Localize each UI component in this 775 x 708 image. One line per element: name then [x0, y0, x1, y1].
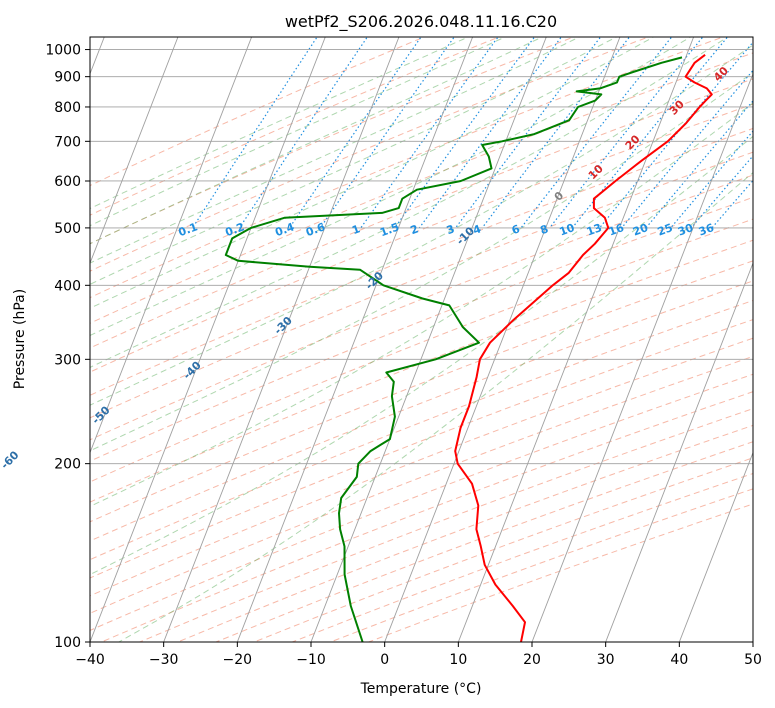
- y-tick-label: 300: [54, 352, 81, 368]
- mixing-ratio-line: [481, 37, 631, 229]
- isotherm-line: [605, 261, 753, 642]
- mixing-ratio-lines: [192, 37, 753, 229]
- moist-adiabat-line: [118, 171, 753, 642]
- mixing-ratio-label: 1: [350, 222, 362, 237]
- mixing-ratio-label: 36: [697, 221, 716, 239]
- y-axis: 100 200 300 400 500 600 700 800 900 1000: [45, 43, 90, 651]
- mixing-ratio-line: [645, 99, 753, 229]
- y-tick-label: 500: [54, 221, 81, 237]
- y-tick-label: 900: [54, 70, 81, 86]
- x-tick-label: 30: [597, 652, 615, 668]
- x-tick-label: 50: [744, 652, 762, 668]
- dry-adiabat-line: [90, 218, 753, 483]
- dry-adiabat-line: [90, 337, 753, 597]
- x-tick-label: −10: [296, 652, 326, 668]
- x-tick-label: 10: [449, 652, 467, 668]
- y-tick-label: 200: [54, 457, 81, 473]
- dry-adiabat-line: [90, 373, 753, 631]
- mixing-ratio-label: 0.1: [177, 220, 200, 239]
- y-tick-label: 400: [54, 278, 81, 294]
- isotherm-line: [310, 37, 547, 642]
- isotherm-line: [457, 37, 695, 642]
- y-tick-label: 800: [54, 100, 81, 116]
- y-tick-label: 700: [54, 134, 81, 150]
- chart-title: wetPf2_S206.2026.048.11.16.C20: [285, 12, 557, 32]
- x-axis: −40 −30 −20 −10 0 10 20 30 40 50: [75, 642, 762, 668]
- isotherm-line: [90, 37, 179, 265]
- dry-adiabat-line: [90, 151, 753, 419]
- isotherms: [90, 37, 753, 642]
- y-tick-label: 600: [54, 174, 81, 190]
- dry-adiabat-line: [90, 37, 650, 272]
- isotherm-line: [90, 37, 326, 642]
- mixing-ratio-label: 16: [607, 221, 626, 239]
- mixing-ratio-label: 3: [445, 222, 457, 237]
- dry-adiabat-line: [90, 239, 753, 503]
- moist-adiabat-line: [90, 102, 753, 508]
- x-tick-label: 20: [523, 652, 541, 668]
- temperature-profile-line: [454, 54, 713, 642]
- x-tick-label: −20: [223, 652, 253, 668]
- mixing-ratio-line: [238, 37, 369, 229]
- isotherm-line: [236, 37, 474, 642]
- mixing-ratio-label: 8: [538, 222, 550, 237]
- plot-frame: [89, 36, 754, 643]
- isobar-gridlines: [90, 49, 753, 642]
- mixing-ratio-label: 0.6: [304, 220, 327, 239]
- isotherm-line: [163, 37, 400, 642]
- mixing-ratio-line: [520, 37, 673, 229]
- mixing-ratio-line: [571, 37, 729, 229]
- y-tick-label: 1000: [45, 43, 81, 59]
- isotherm-line: [384, 37, 621, 642]
- x-tick-label: 40: [670, 652, 688, 668]
- y-tick-label: 100: [54, 635, 81, 651]
- profiles: [224, 54, 713, 642]
- mixing-ratio-label: 0.4: [273, 220, 296, 239]
- isotherm-line: [531, 72, 753, 642]
- isotherm-line: [90, 37, 253, 454]
- x-tick-label: −40: [75, 652, 105, 668]
- dry-adiabat-line: [90, 299, 753, 561]
- mixing-ratio-label: 2: [409, 222, 421, 237]
- mixing-ratio-line: [319, 37, 455, 229]
- y-axis-label: Pressure (hPa): [12, 289, 28, 389]
- mixing-ratio-line: [394, 37, 536, 229]
- mixing-ratio-line: [288, 37, 422, 229]
- mixing-ratio-label: 20: [631, 221, 650, 239]
- mixing-ratio-line: [192, 37, 318, 229]
- dry-adiabat-line: [90, 280, 753, 542]
- mixing-ratio-label: 10: [558, 221, 577, 239]
- mixing-ratio-line: [360, 37, 499, 229]
- x-tick-label: −30: [149, 652, 179, 668]
- mixing-ratio-label: 13: [585, 221, 604, 238]
- mixing-ratio-label: 6: [510, 222, 522, 237]
- x-axis-label: Temperature (°C): [360, 681, 482, 697]
- mixing-ratio-label: 4: [471, 222, 483, 237]
- background-lines: [90, 37, 753, 642]
- mixing-ratio-label: 1.5: [378, 220, 401, 239]
- mixing-ratio-label: 0.2: [223, 220, 246, 239]
- x-tick-label: 0: [380, 652, 389, 668]
- dewpoint-profile-line: [224, 56, 683, 642]
- dry-adiabat-line: [90, 174, 753, 441]
- moist-adiabat-line: [90, 135, 753, 576]
- moist-adiabat-line: [90, 37, 544, 245]
- mixing-ratio-label: 30: [676, 221, 695, 239]
- mixing-ratio-label: 25: [656, 221, 675, 238]
- dry-adiabat-line: [101, 391, 753, 642]
- isotherm-line: [678, 451, 753, 642]
